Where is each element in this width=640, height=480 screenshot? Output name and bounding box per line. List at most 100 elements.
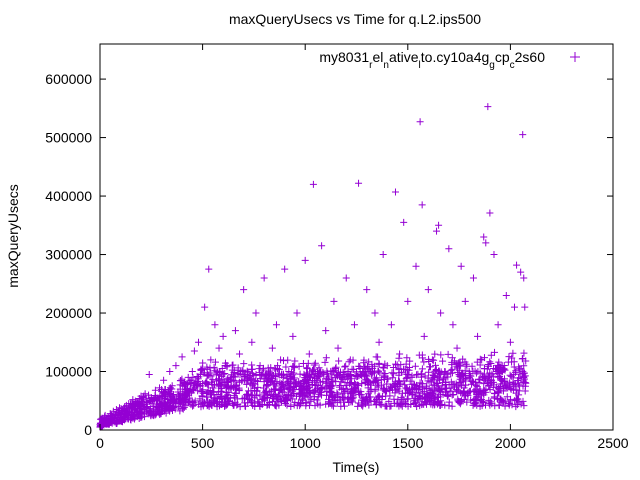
data-point: [127, 405, 135, 413]
data-point: [498, 362, 506, 370]
data-point: [263, 382, 271, 390]
data-point: [403, 366, 411, 374]
data-point: [182, 391, 190, 399]
data-point: [327, 381, 335, 389]
data-point: [487, 398, 495, 406]
data-point: [145, 370, 153, 378]
data-point: [508, 358, 516, 366]
data-point: [491, 390, 499, 398]
data-point: [422, 382, 430, 390]
data-point: [156, 384, 164, 392]
data-point: [439, 375, 447, 383]
data-point: [119, 407, 127, 415]
data-point: [292, 382, 300, 390]
data-point: [445, 402, 453, 410]
data-point: [342, 274, 350, 282]
data-point: [266, 398, 274, 406]
data-point: [218, 388, 226, 396]
data-point: [495, 384, 503, 392]
data-point: [491, 365, 499, 373]
data-point: [480, 233, 488, 241]
data-point: [279, 373, 287, 381]
data-point: [515, 391, 523, 399]
data-point: [379, 363, 387, 371]
data-point: [158, 400, 166, 408]
data-point: [209, 388, 217, 396]
data-point: [309, 180, 317, 188]
data-point: [476, 387, 484, 395]
data-point: [318, 242, 326, 250]
data-point: [184, 373, 192, 381]
data-point: [402, 360, 410, 368]
data-point: [424, 286, 432, 294]
data-point: [435, 221, 443, 229]
data-point: [285, 368, 293, 376]
y-tick-label: 400000: [45, 188, 92, 204]
data-point: [110, 414, 118, 422]
data-point: [219, 332, 227, 340]
data-point: [270, 395, 278, 403]
data-point: [506, 379, 514, 387]
data-point: [519, 369, 527, 377]
data-point: [337, 368, 345, 376]
data-point: [291, 364, 299, 372]
data-point: [113, 413, 121, 421]
data-point: [288, 392, 296, 400]
data-point: [264, 370, 272, 378]
data-point: [234, 370, 242, 378]
data-point: [459, 377, 467, 385]
data-point: [440, 374, 448, 382]
data-point: [416, 118, 424, 126]
data-point: [453, 364, 461, 372]
data-point: [435, 367, 443, 375]
data-point: [341, 363, 349, 371]
data-point: [369, 369, 377, 377]
data-point: [520, 274, 528, 282]
data-point: [201, 303, 209, 311]
data-point: [262, 387, 270, 395]
data-point: [340, 398, 348, 406]
data-point: [402, 375, 410, 383]
y-tick-label: 300000: [45, 247, 92, 263]
data-point: [335, 357, 343, 365]
data-point: [521, 303, 529, 311]
data-point: [117, 411, 125, 419]
data-point: [278, 381, 286, 389]
data-point: [520, 349, 528, 357]
data-point: [456, 359, 464, 367]
data-point: [317, 388, 325, 396]
data-point: [233, 395, 241, 403]
data-point: [470, 387, 478, 395]
legend-marker: [570, 52, 580, 62]
data-point: [402, 370, 410, 378]
data-point: [256, 391, 264, 399]
data-point: [423, 390, 431, 398]
data-point: [334, 372, 342, 380]
data-point: [311, 386, 319, 394]
data-point: [278, 386, 286, 394]
data-point: [350, 383, 358, 391]
data-point: [469, 378, 477, 386]
data-point: [275, 365, 283, 373]
data-point: [240, 286, 248, 294]
data-point: [233, 382, 241, 390]
data-point: [282, 363, 290, 371]
data-point: [192, 382, 200, 390]
data-point: [99, 421, 107, 429]
data-point: [350, 387, 358, 395]
data-point: [509, 349, 517, 357]
data-point: [363, 286, 371, 294]
data-point: [315, 364, 323, 372]
data-point: [387, 321, 395, 329]
data-point: [444, 391, 452, 399]
data-point: [441, 401, 449, 409]
data-point: [166, 368, 174, 376]
data-point: [484, 103, 492, 111]
data-point: [379, 385, 387, 393]
data-point: [494, 321, 502, 329]
data-point: [213, 368, 221, 376]
data-point: [168, 393, 176, 401]
data-point: [395, 402, 403, 410]
data-point: [289, 363, 297, 371]
data-point: [494, 373, 502, 381]
